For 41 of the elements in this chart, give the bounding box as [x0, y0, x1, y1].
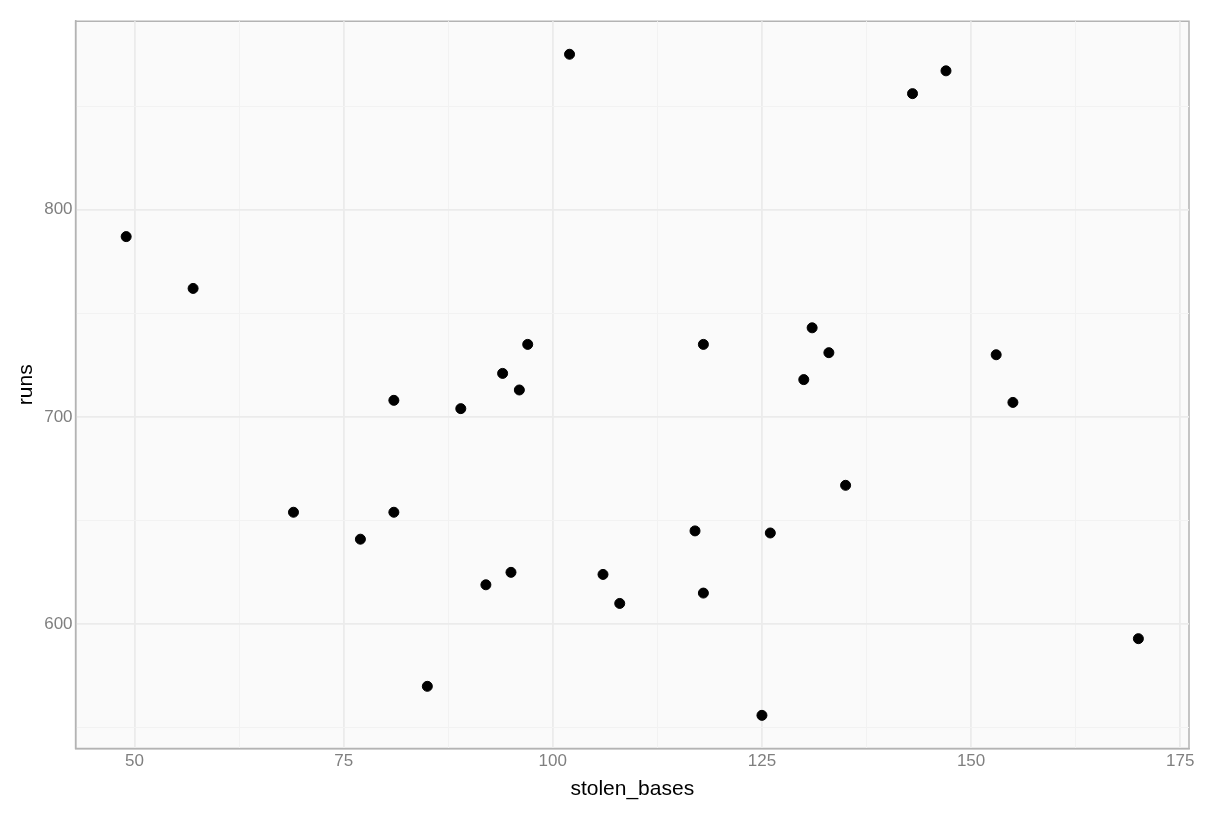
- x-tick-label: 175: [1166, 751, 1195, 771]
- point: [513, 384, 525, 396]
- point: [287, 506, 299, 518]
- point: [497, 367, 509, 379]
- point: [455, 403, 467, 415]
- point: [388, 506, 400, 518]
- x-tick-label: 100: [538, 751, 567, 771]
- point: [388, 394, 400, 406]
- x-tick-label: 150: [956, 751, 986, 771]
- point: [187, 282, 199, 294]
- point: [764, 527, 776, 539]
- point: [597, 568, 609, 580]
- point: [1007, 396, 1019, 408]
- x-tick-label: 50: [125, 751, 144, 771]
- y-tick-label: 800: [44, 199, 73, 219]
- point: [806, 322, 818, 334]
- point: [421, 680, 433, 692]
- point: [1132, 633, 1144, 645]
- point: [564, 48, 576, 60]
- point: [480, 579, 492, 591]
- x-tick-label: 75: [334, 751, 354, 771]
- point: [505, 566, 517, 578]
- y-tick-label: 700: [44, 406, 73, 426]
- y-axis-title: runs: [13, 364, 37, 406]
- point: [697, 587, 709, 599]
- point: [756, 709, 768, 721]
- x-axis-title: stolen_bases: [570, 776, 695, 801]
- point: [823, 347, 835, 359]
- point: [907, 88, 919, 100]
- point: [522, 338, 534, 350]
- point: [840, 479, 852, 491]
- point: [697, 338, 709, 350]
- point: [798, 374, 810, 386]
- point: [940, 65, 952, 77]
- y-tick-label: 600: [44, 613, 73, 633]
- point: [354, 533, 366, 545]
- point: [614, 597, 626, 609]
- point: [689, 525, 701, 537]
- point: [990, 349, 1002, 361]
- x-tick-label: 125: [747, 751, 777, 771]
- point: [120, 231, 132, 243]
